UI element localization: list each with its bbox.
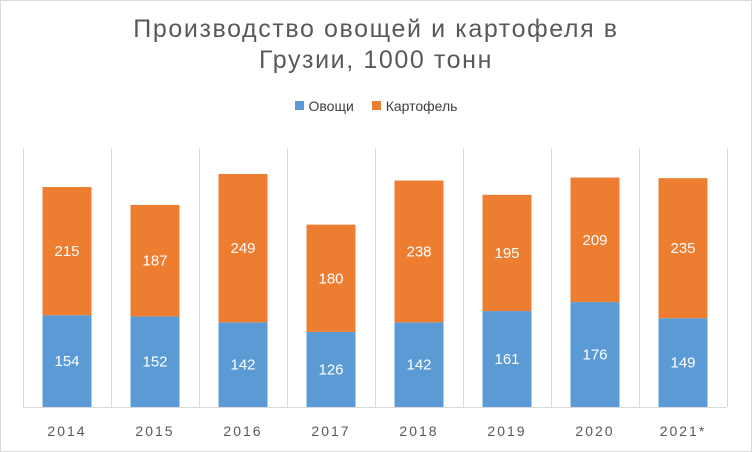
data-label-potatoes-5: 195	[494, 245, 519, 262]
bar-potatoes-1	[130, 204, 180, 317]
chart-title-line-2: Грузии, 1000 тонн	[259, 46, 493, 74]
x-tick-label-4: 2018	[399, 423, 438, 439]
x-tick-label-0: 2014	[47, 423, 86, 439]
x-tick-label-3: 2017	[311, 423, 350, 439]
legend-label-potatoes: Картофель	[385, 97, 458, 114]
data-label-potatoes-4: 238	[406, 243, 431, 260]
bar-potatoes-2	[218, 173, 268, 323]
x-tick-label-5: 2019	[487, 423, 526, 439]
bar-potatoes-5	[482, 194, 532, 312]
legend-item-potatoes: Картофель	[371, 97, 458, 114]
bar-vegetables-3	[306, 331, 356, 407]
data-label-potatoes-2: 249	[230, 240, 255, 257]
chart-title: Производство овощей и картофеля в Грузии…	[0, 14, 752, 76]
legend-swatch-potatoes	[371, 101, 381, 110]
chart-legend: Овощи Картофель	[0, 97, 752, 114]
x-tick-label-2: 2016	[223, 423, 262, 439]
data-label-vegetables-7: 149	[670, 355, 695, 372]
data-label-vegetables-0: 154	[54, 353, 79, 370]
legend-label-vegetables: Овощи	[308, 97, 354, 114]
legend-item-vegetables: Овощи	[294, 97, 354, 114]
data-label-vegetables-2: 142	[230, 357, 255, 374]
x-tick-label-6: 2020	[575, 423, 614, 439]
data-label-vegetables-1: 152	[142, 354, 167, 371]
bar-potatoes-3	[306, 224, 356, 332]
data-label-vegetables-6: 176	[582, 347, 607, 364]
bar-potatoes-0	[42, 187, 92, 316]
bar-vegetables-2	[218, 322, 268, 407]
x-tick-label-7: 2021*	[660, 423, 707, 439]
chart-title-line-1: Производство овощей и картофеля в	[133, 15, 619, 43]
bar-vegetables-6	[570, 302, 620, 407]
bar-vegetables-4	[394, 322, 444, 407]
legend-swatch-vegetables	[294, 101, 304, 110]
data-label-potatoes-6: 209	[582, 232, 607, 249]
data-label-potatoes-7: 235	[670, 240, 695, 257]
bar-potatoes-7	[658, 178, 708, 319]
bar-potatoes-4	[394, 180, 444, 323]
data-label-potatoes-3: 180	[318, 270, 343, 287]
data-label-vegetables-4: 142	[406, 357, 431, 374]
data-label-vegetables-3: 126	[318, 361, 343, 378]
bar-vegetables-7	[658, 318, 708, 407]
data-label-vegetables-5: 161	[494, 351, 519, 368]
bar-vegetables-0	[42, 315, 92, 407]
x-tick-label-1: 2015	[135, 423, 174, 439]
bar-potatoes-6	[570, 177, 620, 303]
data-label-potatoes-1: 187	[142, 253, 167, 270]
bar-vegetables-1	[130, 316, 180, 407]
bar-vegetables-5	[482, 311, 532, 407]
data-label-potatoes-0: 215	[54, 243, 79, 260]
